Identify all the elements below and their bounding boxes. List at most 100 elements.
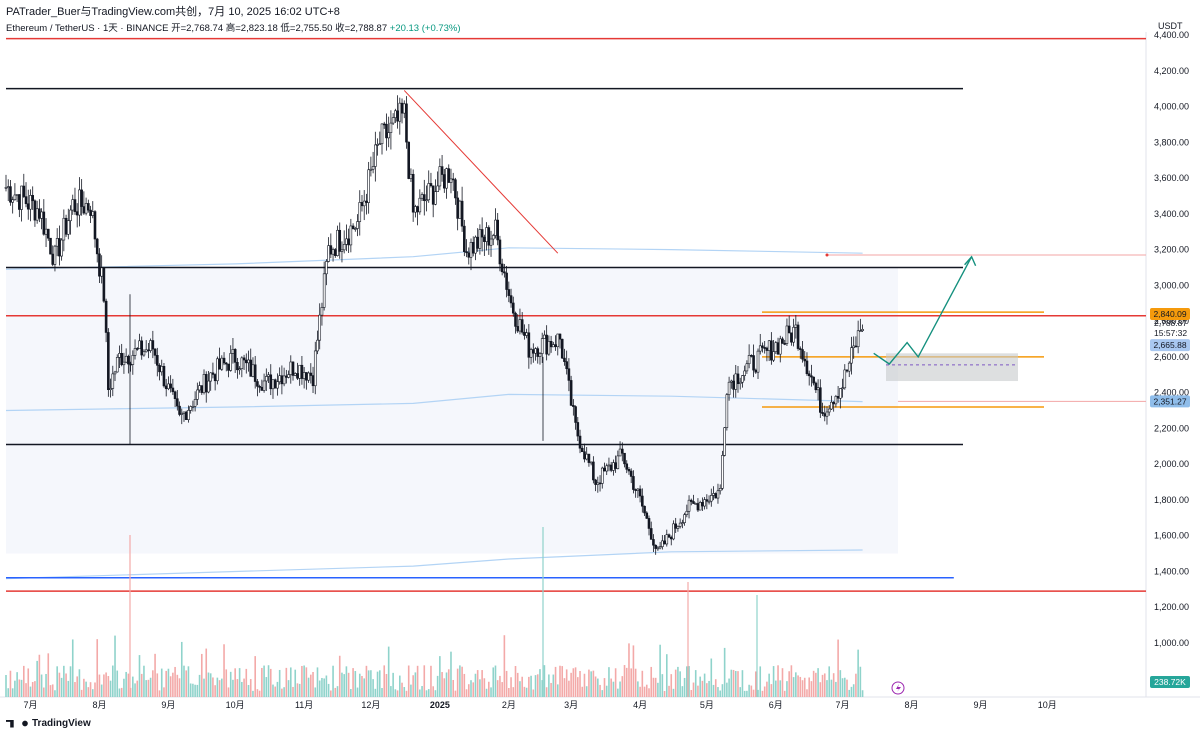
volume-bar (601, 690, 604, 697)
volume-bar (11, 688, 14, 697)
volume-bar (216, 677, 219, 697)
x-tick-label: 6月 (769, 700, 783, 710)
candle-body (741, 375, 744, 383)
candle-body (445, 168, 448, 189)
candle-body (40, 211, 43, 219)
volume-bar (850, 686, 853, 697)
candle-body (320, 307, 324, 316)
candle-body (238, 368, 241, 371)
volume-bar (530, 675, 532, 697)
volume-bar (603, 678, 606, 697)
volume-bar (338, 655, 341, 697)
volume-bar (390, 686, 392, 697)
candle-body (583, 451, 586, 460)
candle-body (200, 385, 204, 393)
candle-body (540, 338, 544, 354)
resistance-price-tag: 2,840.09 (1153, 309, 1186, 319)
tradingview-logo[interactable]: TradingView (6, 718, 91, 729)
candle-body (173, 391, 177, 400)
volume-bar (781, 668, 784, 697)
candle-body (287, 374, 290, 378)
volume-bar (659, 644, 661, 697)
candle-body (485, 227, 488, 242)
volume-bar (821, 674, 824, 697)
last-price-label: 2,788.87 (1154, 318, 1187, 328)
volume-bar (65, 673, 67, 697)
candle-body (736, 373, 740, 385)
volume-bar (229, 671, 232, 697)
candle-body (565, 361, 568, 370)
symbol-name[interactable]: Ethereum / TetherUS · 1天 · BINANCE (6, 23, 169, 34)
volume-bar (149, 677, 152, 697)
candle-body (356, 221, 359, 229)
candle-body (585, 453, 588, 460)
volume-bar (47, 653, 50, 697)
volume-bar (365, 665, 368, 697)
candle-body (649, 528, 653, 540)
candle-body (834, 396, 838, 405)
volume-bar (83, 678, 85, 697)
candle-body (327, 245, 330, 262)
volume-bar (254, 656, 256, 697)
volume-bar (730, 669, 733, 697)
volume-bar (354, 671, 357, 697)
x-tick-label: 8月 (905, 700, 919, 710)
volume-bar (752, 689, 755, 697)
candle-body (712, 493, 715, 496)
candle-body (463, 225, 466, 252)
volume-bar (180, 641, 183, 697)
candle-body (60, 239, 63, 257)
candle-body (196, 389, 199, 400)
candle-body (558, 333, 562, 340)
candle-body (572, 405, 575, 407)
volume-bar (701, 680, 704, 697)
volume-bar (610, 678, 612, 697)
volume-bar (51, 684, 54, 697)
candle-body (82, 206, 86, 214)
candle-body (676, 526, 680, 529)
volume-bar (674, 669, 677, 697)
volume-bar (710, 658, 713, 697)
volume-bar (221, 678, 223, 697)
volume-bar (463, 673, 466, 697)
volume-bar (305, 667, 308, 697)
candle-body (267, 374, 270, 377)
candle-body (645, 512, 649, 519)
candle-body (847, 362, 851, 372)
candle-body (816, 387, 820, 391)
candle-body (669, 536, 673, 540)
volume-bar (599, 684, 601, 697)
volume-bar (56, 666, 58, 697)
candle-body (636, 488, 640, 491)
candle-body (723, 427, 726, 456)
candle-body (458, 200, 462, 219)
volume-bar (267, 665, 270, 697)
volume-bar (525, 687, 528, 697)
symbol-info: Ethereum / TetherUS · 1天 · BINANCE 开=2,7… (6, 20, 461, 34)
x-tick-label: 10月 (1038, 700, 1057, 710)
volume-bar (754, 671, 757, 697)
candle-body (420, 194, 424, 199)
candle-body (300, 364, 304, 379)
volume-bar (848, 689, 851, 697)
volume-bar (801, 680, 804, 697)
candle-body (594, 479, 597, 485)
candle-body (285, 375, 288, 378)
candle-body (792, 327, 795, 343)
y-tick-label: 2,800.00 (1154, 316, 1189, 326)
candle-body (665, 534, 669, 545)
candle-body (93, 211, 97, 240)
candle-body (507, 289, 511, 296)
candle-body (273, 379, 277, 389)
candle-body (516, 326, 520, 332)
candle-body (841, 387, 844, 390)
candle-body (696, 503, 700, 511)
currency-label[interactable]: USDT (1158, 21, 1183, 31)
volume-bar (212, 677, 214, 697)
volume-bar (205, 648, 208, 697)
candle-body (13, 194, 17, 201)
volume-bar (579, 670, 581, 697)
candle-body (483, 236, 486, 242)
volume-bar (634, 668, 637, 697)
